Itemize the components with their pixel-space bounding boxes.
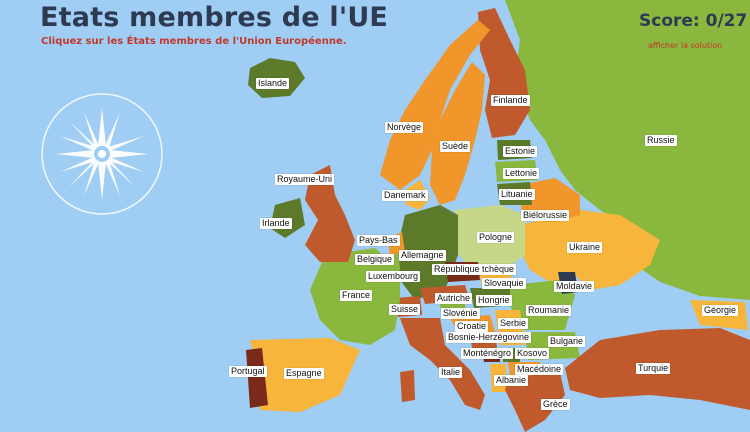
label-republique-tcheque[interactable]: République tchèque bbox=[432, 264, 517, 275]
label-macedoine[interactable]: Macédoine bbox=[515, 364, 564, 375]
label-islande[interactable]: Islande bbox=[256, 78, 290, 89]
label-lettonie[interactable]: Lettonie bbox=[503, 168, 540, 179]
label-suede[interactable]: Suède bbox=[440, 141, 471, 152]
label-lituanie[interactable]: Lituanie bbox=[499, 189, 535, 200]
label-montenegro[interactable]: Monténégro bbox=[461, 348, 514, 359]
label-finlande[interactable]: Finlande bbox=[491, 95, 530, 106]
label-georgie[interactable]: Géorgie bbox=[702, 305, 739, 316]
label-slovenie[interactable]: Slovénie bbox=[441, 308, 480, 319]
label-danemark[interactable]: Danemark bbox=[382, 190, 428, 201]
label-slovaquie[interactable]: Slovaquie bbox=[482, 278, 526, 289]
label-kosovo[interactable]: Kosovo bbox=[515, 348, 550, 359]
country-portugal[interactable] bbox=[246, 348, 268, 408]
label-autriche[interactable]: Autriche bbox=[435, 293, 473, 304]
country-italie-sardaigne bbox=[400, 370, 415, 402]
label-pologne[interactable]: Pologne bbox=[477, 232, 515, 243]
show-solution-link[interactable]: afficher la solution bbox=[648, 41, 723, 50]
instructions-text: Cliquez sur les États membres de l'Union… bbox=[41, 36, 347, 47]
label-ukraine[interactable]: Ukraine bbox=[567, 242, 603, 253]
label-belgique[interactable]: Belgique bbox=[355, 254, 395, 265]
label-grece[interactable]: Grèce bbox=[541, 399, 570, 410]
country-grece[interactable] bbox=[505, 372, 565, 432]
label-france[interactable]: France bbox=[340, 290, 373, 301]
country-russie[interactable] bbox=[505, 0, 750, 300]
label-croatie[interactable]: Croatie bbox=[455, 321, 489, 332]
label-allemagne[interactable]: Allemagne bbox=[399, 250, 446, 261]
score-display: Score: 0/27 bbox=[639, 11, 748, 31]
label-pays-bas[interactable]: Pays-Bas bbox=[357, 235, 400, 246]
label-hongrie[interactable]: Hongrie bbox=[476, 295, 512, 306]
label-moldavie[interactable]: Moldavie bbox=[554, 281, 595, 292]
label-espagne[interactable]: Espagne bbox=[284, 368, 324, 379]
label-portugal[interactable]: Portugal bbox=[229, 366, 267, 377]
label-estonie[interactable]: Estonie bbox=[503, 146, 538, 157]
label-albanie[interactable]: Albanie bbox=[494, 375, 529, 386]
label-luxembourg[interactable]: Luxembourg bbox=[366, 271, 421, 282]
label-serbie[interactable]: Serbie bbox=[498, 318, 529, 329]
label-italie[interactable]: Italie bbox=[439, 367, 463, 378]
label-royaume-uni[interactable]: Royaume-Uni bbox=[275, 174, 335, 185]
label-turquie[interactable]: Turquie bbox=[636, 363, 671, 374]
label-bosnie-herzegovine[interactable]: Bosnie-Herzégovine bbox=[446, 332, 532, 343]
country-norvege[interactable] bbox=[380, 20, 490, 190]
country-suede[interactable] bbox=[430, 62, 485, 205]
label-roumanie[interactable]: Roumanie bbox=[526, 305, 572, 316]
eu-star-emblem bbox=[41, 93, 163, 215]
label-suisse[interactable]: Suisse bbox=[389, 304, 421, 315]
page-title: Etats membres de l'UE bbox=[40, 2, 389, 33]
country-italie[interactable] bbox=[400, 318, 485, 410]
country-royaume-uni[interactable] bbox=[305, 165, 355, 262]
label-bielorussie[interactable]: Biélorussie bbox=[521, 210, 570, 221]
label-irlande[interactable]: Irlande bbox=[260, 218, 292, 229]
label-norvege[interactable]: Norvège bbox=[385, 122, 424, 133]
label-russie[interactable]: Russie bbox=[645, 135, 677, 146]
label-bulgarie[interactable]: Bulgarie bbox=[548, 336, 586, 347]
